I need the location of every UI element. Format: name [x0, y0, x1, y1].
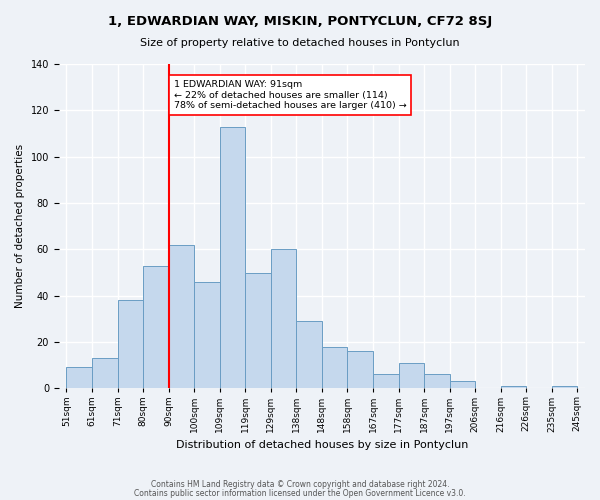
Bar	[143, 266, 169, 388]
Text: Contains HM Land Registry data © Crown copyright and database right 2024.: Contains HM Land Registry data © Crown c…	[151, 480, 449, 489]
Bar	[245, 272, 271, 388]
Text: 1, EDWARDIAN WAY, MISKIN, PONTYCLUN, CF72 8SJ: 1, EDWARDIAN WAY, MISKIN, PONTYCLUN, CF7…	[108, 15, 492, 28]
Text: Contains public sector information licensed under the Open Government Licence v3: Contains public sector information licen…	[134, 489, 466, 498]
Bar	[347, 352, 373, 389]
Bar	[424, 374, 449, 388]
Bar	[296, 321, 322, 388]
Bar	[118, 300, 143, 388]
Bar	[398, 363, 424, 388]
Bar	[271, 250, 296, 388]
Bar	[322, 346, 347, 389]
Text: 1 EDWARDIAN WAY: 91sqm
← 22% of detached houses are smaller (114)
78% of semi-de: 1 EDWARDIAN WAY: 91sqm ← 22% of detached…	[174, 80, 406, 110]
Bar	[501, 386, 526, 388]
X-axis label: Distribution of detached houses by size in Pontyclun: Distribution of detached houses by size …	[176, 440, 468, 450]
Bar	[449, 382, 475, 388]
Y-axis label: Number of detached properties: Number of detached properties	[15, 144, 25, 308]
Bar	[67, 368, 92, 388]
Bar	[194, 282, 220, 389]
Bar	[169, 244, 194, 388]
Bar	[373, 374, 398, 388]
Bar	[552, 386, 577, 388]
Text: Size of property relative to detached houses in Pontyclun: Size of property relative to detached ho…	[140, 38, 460, 48]
Bar	[92, 358, 118, 388]
Bar	[220, 126, 245, 388]
